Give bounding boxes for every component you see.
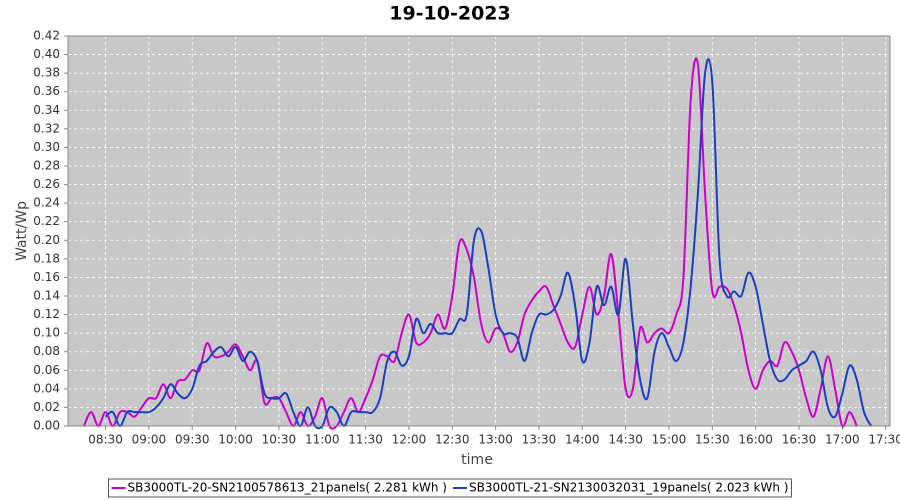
y-tick-label: 0.42: [33, 29, 60, 43]
series-line: [82, 57, 858, 430]
y-axis-title: Watt/Wp: [14, 201, 30, 261]
y-tick-label: 0.08: [33, 344, 60, 358]
x-tick-label: 10:00: [218, 433, 253, 447]
x-tick-label: 09:00: [132, 433, 167, 447]
y-tick-label: 0.06: [33, 363, 60, 377]
x-tick-label: 15:30: [695, 433, 730, 447]
series-line: [104, 58, 873, 430]
x-tick-label: 10:30: [262, 433, 297, 447]
x-tick-label: 16:00: [738, 433, 773, 447]
x-tick-label: 17:00: [825, 433, 860, 447]
y-tick-label: 0.32: [33, 121, 60, 135]
y-tick-label: 0.22: [33, 214, 60, 228]
x-tick-label: 16:30: [782, 433, 817, 447]
x-axis-title: time: [461, 452, 493, 468]
legend-label: SB3000TL-20-SN2100578613_21panels( 2.281…: [128, 481, 447, 495]
y-tick-label: 0.02: [33, 400, 60, 414]
x-tick-label: 14:30: [608, 433, 643, 447]
legend: SB3000TL-20-SN2100578613_21panels( 2.281…: [108, 478, 792, 498]
plot-area: [68, 36, 890, 426]
y-tick-label: 0.34: [33, 103, 60, 117]
y-tick-label: 0.16: [33, 270, 60, 284]
y-tick-label: 0.10: [33, 326, 60, 340]
x-tick-label: 12:00: [392, 433, 427, 447]
x-tick-label: 17:30: [868, 433, 900, 447]
y-tick-label: 0.20: [33, 233, 60, 247]
x-tick-label: 13:30: [522, 433, 557, 447]
y-tick-label: 0.40: [33, 47, 60, 61]
y-tick-label: 0.36: [33, 84, 60, 98]
y-tick-label: 0.18: [33, 251, 60, 265]
x-tick-label: 11:00: [305, 433, 340, 447]
legend-label: SB3000TL-21-SN2130032031_19panels( 2.023…: [469, 481, 788, 495]
x-tick-label: 11:30: [348, 433, 383, 447]
y-tick-label: 0.30: [33, 140, 60, 154]
x-tick-label: 14:00: [565, 433, 600, 447]
y-tick-label: 0.12: [33, 307, 60, 321]
x-tick-label: 08:30: [88, 433, 123, 447]
x-tick-label: 13:00: [478, 433, 513, 447]
y-tick-label: 0.38: [33, 66, 60, 80]
chart-title: 19-10-2023: [389, 3, 511, 25]
x-tick-label: 12:30: [435, 433, 470, 447]
x-tick-label: 09:30: [175, 433, 210, 447]
y-tick-label: 0.00: [33, 419, 60, 433]
plot-border: [67, 35, 891, 427]
x-tick-label: 15:00: [652, 433, 687, 447]
y-tick-label: 0.26: [33, 177, 60, 191]
y-tick-label: 0.24: [33, 196, 60, 210]
legend-box: [108, 478, 792, 498]
y-tick-label: 0.04: [33, 381, 60, 395]
y-tick-label: 0.28: [33, 159, 60, 173]
y-tick-label: 0.14: [33, 289, 60, 303]
